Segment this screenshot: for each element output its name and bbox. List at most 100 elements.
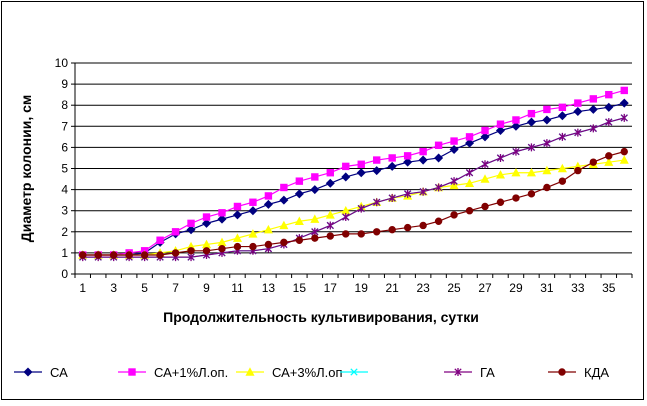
data-point bbox=[418, 155, 428, 165]
data-point bbox=[357, 160, 365, 168]
legend-marker bbox=[23, 367, 33, 377]
data-point bbox=[388, 154, 396, 162]
x-tick-label: 17 bbox=[324, 281, 338, 295]
data-point bbox=[605, 90, 613, 99]
data-point bbox=[450, 177, 458, 186]
series-line bbox=[82, 89, 625, 256]
data-point bbox=[373, 198, 381, 207]
data-point bbox=[512, 194, 520, 202]
data-point bbox=[233, 242, 242, 251]
data-point bbox=[558, 103, 567, 112]
data-point bbox=[218, 244, 226, 253]
data-point bbox=[512, 147, 520, 156]
x-tick-label: 3 bbox=[110, 281, 117, 295]
data-point bbox=[496, 120, 505, 128]
data-point bbox=[388, 194, 396, 203]
data-point bbox=[481, 126, 489, 135]
y-tick-label: 0 bbox=[61, 267, 68, 281]
data-point bbox=[342, 162, 350, 171]
data-point bbox=[558, 132, 567, 141]
data-point bbox=[511, 121, 521, 131]
y-tick-labels: 0 1 2 3 4 5 6 7 8 9 10 bbox=[55, 56, 69, 281]
y-tick-label: 1 bbox=[61, 246, 68, 260]
data-point bbox=[295, 236, 304, 244]
data-point bbox=[511, 167, 521, 177]
series-1 bbox=[78, 98, 629, 260]
data-point bbox=[605, 152, 613, 160]
series-5 bbox=[79, 113, 628, 262]
data-point bbox=[558, 177, 567, 185]
data-point bbox=[543, 183, 551, 192]
data-point bbox=[171, 249, 180, 257]
data-point bbox=[434, 217, 443, 225]
data-point bbox=[542, 115, 552, 125]
data-point bbox=[481, 160, 489, 169]
legend-item: СА+3%Л.оп bbox=[236, 365, 343, 380]
data-point bbox=[542, 165, 552, 175]
data-point bbox=[604, 157, 614, 166]
data-point bbox=[588, 104, 598, 114]
data-point bbox=[526, 117, 536, 127]
data-point bbox=[589, 124, 597, 133]
data-point bbox=[387, 161, 397, 171]
legend-item: КДА bbox=[548, 365, 609, 380]
data-point bbox=[310, 185, 320, 195]
data-point bbox=[372, 166, 382, 176]
y-tick-label: 10 bbox=[55, 56, 69, 70]
data-point bbox=[263, 199, 273, 209]
data-point bbox=[449, 145, 459, 155]
data-point bbox=[527, 190, 536, 198]
data-point bbox=[419, 147, 427, 156]
data-point bbox=[573, 107, 583, 117]
data-point bbox=[156, 236, 164, 244]
x-tick-label: 13 bbox=[262, 281, 276, 295]
data-point bbox=[186, 225, 196, 235]
data-point bbox=[357, 230, 365, 238]
legend-label: КДА bbox=[584, 365, 609, 380]
series-line bbox=[82, 117, 625, 258]
data-point bbox=[325, 210, 335, 219]
data-point bbox=[403, 157, 413, 167]
series-lines bbox=[78, 86, 629, 262]
legend-marker bbox=[128, 368, 136, 376]
x-tick-label: 9 bbox=[203, 281, 210, 295]
x-tick-label: 29 bbox=[509, 281, 523, 295]
data-point bbox=[465, 138, 475, 148]
series-2 bbox=[79, 86, 628, 259]
grid-lines bbox=[75, 62, 632, 254]
x-tick-label: 33 bbox=[571, 281, 585, 295]
data-point bbox=[248, 206, 258, 216]
data-point bbox=[202, 218, 212, 228]
data-point bbox=[311, 234, 319, 242]
data-point bbox=[419, 187, 427, 196]
data-point bbox=[465, 133, 474, 141]
x-tick-label: 23 bbox=[416, 281, 430, 295]
data-point bbox=[341, 172, 351, 182]
data-point bbox=[325, 178, 335, 188]
series-line bbox=[82, 151, 625, 256]
series-line bbox=[82, 117, 625, 258]
data-point bbox=[232, 233, 242, 242]
data-point bbox=[604, 102, 614, 112]
data-point bbox=[373, 228, 381, 236]
data-point bbox=[495, 170, 506, 179]
data-point bbox=[619, 155, 629, 164]
x-tick-label: 35 bbox=[602, 281, 616, 295]
data-point bbox=[403, 223, 412, 232]
data-point bbox=[326, 221, 334, 230]
data-point bbox=[605, 118, 613, 127]
data-point bbox=[140, 251, 149, 259]
data-point bbox=[264, 240, 273, 249]
data-point bbox=[480, 132, 490, 142]
data-point bbox=[465, 168, 474, 177]
data-point bbox=[217, 214, 227, 224]
data-point bbox=[264, 192, 273, 200]
y-tick-label: 5 bbox=[61, 162, 68, 176]
data-point bbox=[232, 210, 242, 220]
data-point bbox=[557, 111, 567, 121]
data-point bbox=[450, 211, 458, 219]
y-tick-label: 6 bbox=[61, 140, 68, 154]
data-point bbox=[294, 216, 304, 225]
data-point bbox=[434, 141, 443, 149]
legend-label: ГА bbox=[480, 365, 495, 380]
